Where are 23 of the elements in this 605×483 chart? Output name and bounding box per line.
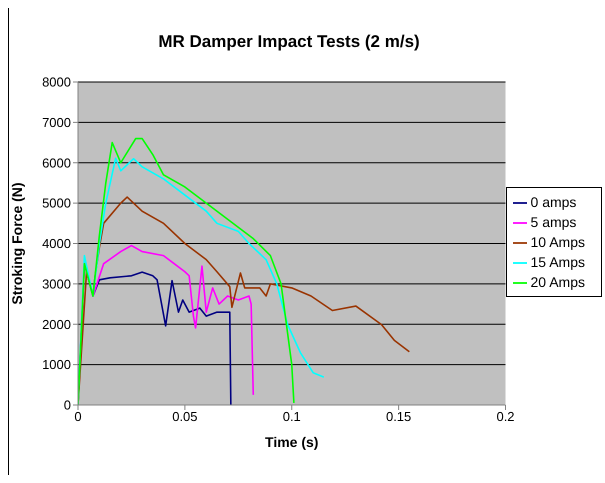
y-tick-label: 5000 (42, 196, 71, 211)
legend-label: 5 amps (530, 214, 576, 230)
y-tick-label: 3000 (42, 276, 71, 292)
y-tick-label: 8000 (42, 74, 71, 90)
y-tick-label: 7000 (42, 114, 71, 130)
x-tick-label: 0.05 (172, 409, 198, 424)
y-tick-label: 0 (64, 398, 71, 413)
y-tick-label: 1000 (42, 357, 71, 372)
x-axis-title: Time (s) (265, 434, 318, 450)
line-series (78, 138, 295, 405)
x-tick-label: 0.1 (282, 409, 301, 424)
x-tick-label: 0.2 (496, 409, 515, 424)
legend-label: 10 Amps (530, 234, 585, 250)
legend-label: 0 amps (530, 194, 576, 210)
x-tick-label: 0 (74, 409, 82, 424)
x-tick-label: 0.15 (386, 409, 412, 424)
y-tick-label: 4000 (42, 236, 71, 252)
legend-label: 20 Amps (530, 274, 585, 290)
chart-title: MR Damper Impact Tests (2 m/s) (157, 32, 421, 52)
y-tick-label: 6000 (42, 155, 71, 170)
y-axis-title: Stroking Force (N) (8, 182, 25, 305)
legend-label: 15 Amps (530, 254, 585, 270)
y-tick-label: 2000 (42, 316, 71, 332)
